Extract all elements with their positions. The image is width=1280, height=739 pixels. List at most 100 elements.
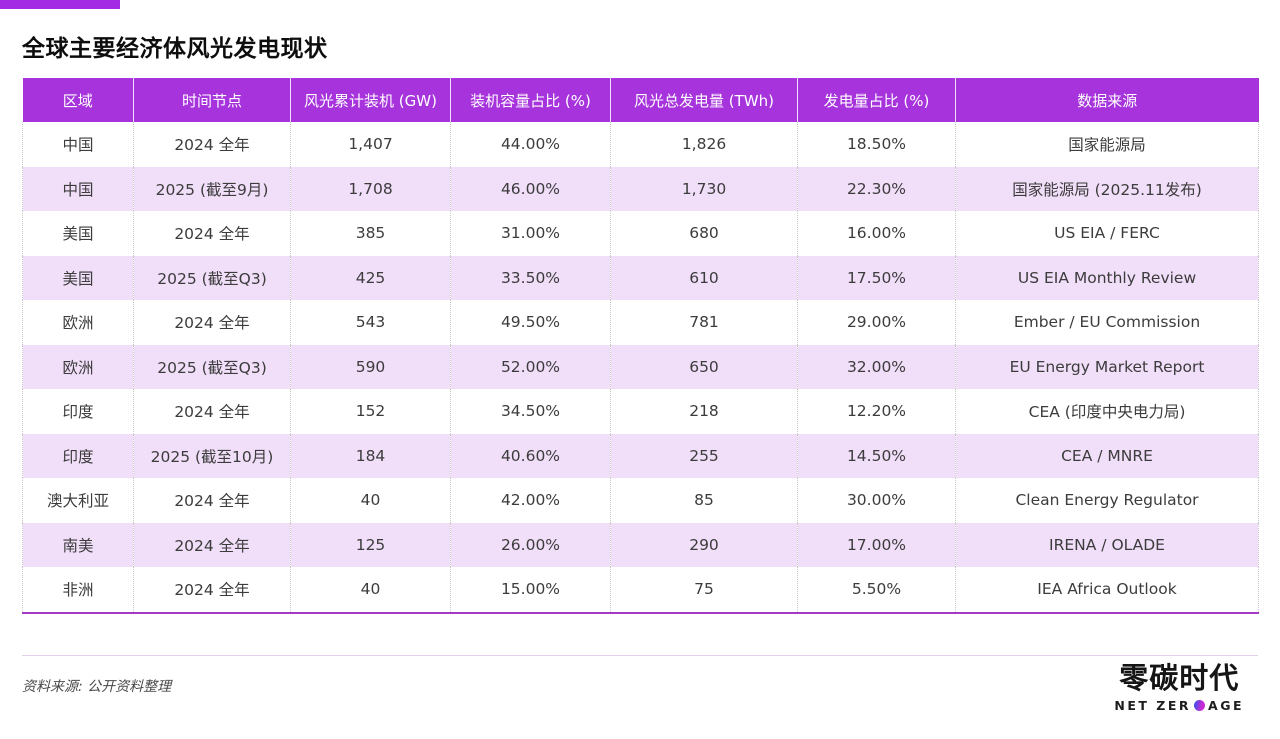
cell-generation-share: 32.00% [797, 344, 956, 389]
cell-source: 国家能源局 [955, 122, 1259, 167]
col-header-source: 数据来源 [955, 78, 1259, 122]
cell-generation-twh: 610 [610, 255, 798, 300]
logo-cn-text: 零碳时代 [1119, 661, 1240, 695]
cell-period: 2025 (截至9月) [133, 166, 291, 211]
cell-generation-twh: 1,730 [610, 166, 798, 211]
cell-capacity-share: 31.00% [450, 211, 611, 256]
table-row: 南美 2024 全年 125 26.00% 290 17.00% IRENA / OLADE [22, 522, 1259, 567]
cell-period: 2024 全年 [133, 522, 291, 567]
table-header: 区域 时间节点 风光累计装机 (GW) 装机容量占比 (%) 风光总发电量 (T… [22, 78, 1259, 122]
cell-generation-share: 14.50% [797, 433, 956, 478]
cell-installed-gw: 543 [290, 300, 451, 345]
cell-region: 欧洲 [22, 300, 134, 345]
footer-divider [22, 655, 1258, 656]
cell-source: CEA (印度中央电力局) [955, 389, 1259, 434]
cell-installed-gw: 184 [290, 433, 451, 478]
table-row: 中国 2025 (截至9月) 1,708 46.00% 1,730 22.30% 国家能源局… [22, 166, 1259, 211]
cell-installed-gw: 425 [290, 255, 451, 300]
cell-generation-share: 29.00% [797, 300, 956, 345]
table-row: 印度 2024 全年 152 34.50% 218 12.20% CEA (印度中央电力局) [22, 389, 1259, 434]
cell-capacity-share: 46.00% [450, 166, 611, 211]
cell-source: CEA / MNRE [955, 433, 1259, 478]
col-header-region: 区域 [22, 78, 134, 122]
cell-capacity-share: 26.00% [450, 522, 611, 567]
cell-period: 2024 全年 [133, 567, 291, 614]
cell-period: 2024 全年 [133, 300, 291, 345]
cell-source: 国家能源局 (2025.11发布) [955, 166, 1259, 211]
cell-capacity-share: 15.00% [450, 567, 611, 614]
cell-installed-gw: 385 [290, 211, 451, 256]
cell-installed-gw: 1,708 [290, 166, 451, 211]
cell-installed-gw: 125 [290, 522, 451, 567]
cell-generation-twh: 255 [610, 433, 798, 478]
cell-period: 2024 全年 [133, 122, 291, 167]
col-header-generation-share: 发电量占比 (%) [797, 78, 956, 122]
cell-generation-share: 16.00% [797, 211, 956, 256]
cell-source: Ember / EU Commission [955, 300, 1259, 345]
cell-generation-share: 22.30% [797, 166, 956, 211]
cell-generation-twh: 75 [610, 567, 798, 614]
table-row: 非洲 2024 全年 40 15.00% 75 5.50% IEA Africa Outlo… [22, 567, 1259, 614]
table-row: 欧洲 2024 全年 543 49.50% 781 29.00% Ember / EU Co… [22, 300, 1259, 345]
cell-period: 2025 (截至Q3) [133, 255, 291, 300]
cell-generation-twh: 781 [610, 300, 798, 345]
cell-period: 2024 全年 [133, 211, 291, 256]
cell-generation-share: 12.20% [797, 389, 956, 434]
table-row: 欧洲 2025 (截至Q3) 590 52.00% 650 32.00% EU Energy… [22, 344, 1259, 389]
data-table-wrap: 区域 时间节点 风光累计装机 (GW) 装机容量占比 (%) 风光总发电量 (T… [22, 78, 1259, 614]
cell-period: 2024 全年 [133, 478, 291, 523]
cell-source: IRENA / OLADE [955, 522, 1259, 567]
logo-en-right: AGE [1208, 698, 1244, 714]
cell-region: 非洲 [22, 567, 134, 614]
cell-source: US EIA / FERC [955, 211, 1259, 256]
cell-source: US EIA Monthly Review [955, 255, 1259, 300]
table-row: 美国 2025 (截至Q3) 425 33.50% 610 17.50% US EIA Mo… [22, 255, 1259, 300]
cell-installed-gw: 590 [290, 344, 451, 389]
cell-generation-twh: 290 [610, 522, 798, 567]
cell-capacity-share: 44.00% [450, 122, 611, 167]
col-header-installed-gw: 风光累计装机 (GW) [290, 78, 451, 122]
cell-source: EU Energy Market Report [955, 344, 1259, 389]
cell-generation-twh: 650 [610, 344, 798, 389]
cell-period: 2024 全年 [133, 389, 291, 434]
table-row: 印度 2025 (截至10月) 184 40.60% 255 14.50% CEA / MN… [22, 433, 1259, 478]
cell-generation-twh: 680 [610, 211, 798, 256]
cell-region: 中国 [22, 122, 134, 167]
cell-period: 2025 (截至Q3) [133, 344, 291, 389]
cell-generation-twh: 1,826 [610, 122, 798, 167]
cell-generation-share: 17.50% [797, 255, 956, 300]
cell-period: 2025 (截至10月) [133, 433, 291, 478]
top-accent-bar [0, 0, 120, 9]
source-note: 资料来源: 公开资料整理 [22, 679, 172, 695]
cell-capacity-share: 40.60% [450, 433, 611, 478]
cell-region: 中国 [22, 166, 134, 211]
cell-region: 欧洲 [22, 344, 134, 389]
cell-capacity-share: 34.50% [450, 389, 611, 434]
cell-installed-gw: 40 [290, 567, 451, 614]
table-row: 美国 2024 全年 385 31.00% 680 16.00% US EIA / FERC [22, 211, 1259, 256]
table-body: 中国 2024 全年 1,407 44.00% 1,826 18.50% 国家能源局 中国 20… [22, 122, 1259, 614]
col-header-generation-twh: 风光总发电量 (TWh) [610, 78, 798, 122]
cell-generation-twh: 218 [610, 389, 798, 434]
cell-region: 美国 [22, 211, 134, 256]
logo-en-text: NET ZER AGE [1114, 698, 1244, 713]
cell-region: 美国 [22, 255, 134, 300]
table-row: 澳大利亚 2024 全年 40 42.00% 85 30.00% Clean Energy … [22, 478, 1259, 523]
cell-region: 澳大利亚 [22, 478, 134, 523]
table-header-row: 区域 时间节点 风光累计装机 (GW) 装机容量占比 (%) 风光总发电量 (T… [22, 78, 1259, 122]
cell-generation-twh: 85 [610, 478, 798, 523]
col-header-capacity-share: 装机容量占比 (%) [450, 78, 611, 122]
cell-generation-share: 5.50% [797, 567, 956, 614]
cell-generation-share: 18.50% [797, 122, 956, 167]
cell-capacity-share: 33.50% [450, 255, 611, 300]
data-table: 区域 时间节点 风光累计装机 (GW) 装机容量占比 (%) 风光总发电量 (T… [22, 78, 1259, 614]
cell-installed-gw: 152 [290, 389, 451, 434]
cell-region: 南美 [22, 522, 134, 567]
logo-en-left: NET ZER [1114, 698, 1192, 714]
cell-source: Clean Energy Regulator [955, 478, 1259, 523]
cell-generation-share: 17.00% [797, 522, 956, 567]
page-title: 全球主要经济体风光发电现状 [22, 36, 328, 62]
cell-capacity-share: 49.50% [450, 300, 611, 345]
col-header-period: 时间节点 [133, 78, 291, 122]
